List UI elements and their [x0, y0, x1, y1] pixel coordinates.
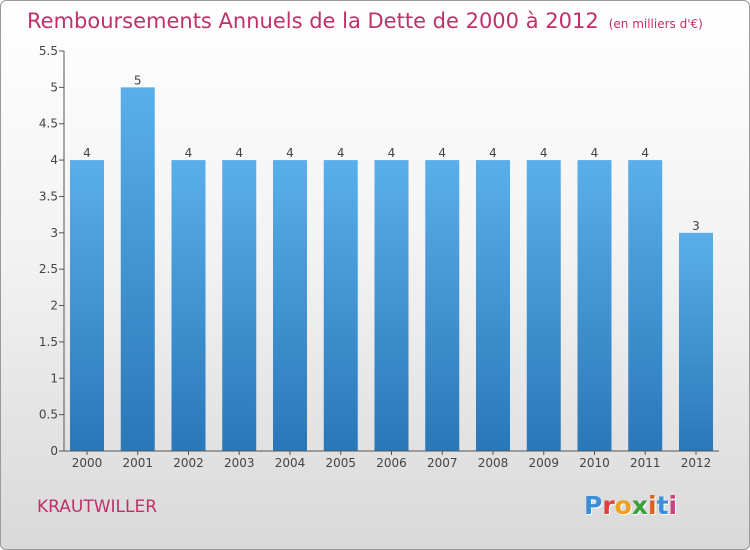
y-tick-label: 4 [50, 153, 58, 167]
x-axis: 2000 2001 2002 2003 2004 2005 2006 2007 2008 2009… [64, 450, 719, 470]
x-tick-label: 2011 [630, 456, 661, 470]
x-tick-label: 2007 [427, 456, 458, 470]
data-label: 4 [489, 146, 497, 160]
y-tick-label: 1.5 [39, 335, 58, 349]
y-axis: 0 0.5 1 1.5 2 2.5 3 3.5 4 4.5 5 5.5 [39, 44, 65, 458]
y-tick-label: 5 [50, 80, 58, 94]
y-tick-label: 2 [50, 299, 58, 313]
bar-2005 [323, 160, 358, 451]
bars: 4 5 4 4 4 4 4 4 4 4 4 4 3 [70, 73, 713, 451]
y-tick-label: 1 [50, 371, 58, 385]
proxiti-logo[interactable]: Proxiti [584, 491, 677, 520]
logo-letter: i [648, 491, 657, 520]
x-tick-label: 2005 [325, 456, 356, 470]
bar-2003 [222, 160, 257, 451]
chart-title: Remboursements Annuels de la Dette de 20… [27, 9, 703, 33]
logo-letter: i [668, 491, 678, 520]
bar-2004 [273, 160, 307, 451]
x-tick-label: 2009 [528, 456, 559, 470]
data-label: 4 [337, 146, 345, 160]
unit-note: (en milliers d'€) [608, 17, 703, 31]
data-label: 4 [235, 146, 243, 160]
y-tick-label: 0 [50, 444, 58, 458]
y-tick-label: 3.5 [39, 189, 58, 203]
bar-2007 [425, 160, 460, 451]
logo-letter: P [584, 491, 603, 520]
data-label: 4 [540, 146, 548, 160]
y-tick-label: 3 [50, 226, 58, 240]
x-tick-label: 2000 [72, 456, 103, 470]
data-label: 4 [388, 146, 396, 160]
commune-name: KRAUTWILLER [37, 497, 158, 517]
data-label: 4 [438, 146, 446, 160]
bar-2012 [679, 232, 713, 451]
bar-2006 [374, 160, 409, 451]
x-tick-label: 2004 [275, 456, 306, 470]
bar-2000 [70, 160, 104, 451]
y-tick-label: 5.5 [39, 44, 58, 58]
data-label: 3 [692, 219, 700, 233]
logo-letter: o [614, 491, 632, 520]
logo-letter: t [656, 491, 669, 520]
x-tick-label: 2008 [478, 456, 509, 470]
x-tick-label: 2003 [224, 456, 255, 470]
x-tick-label: 2002 [173, 456, 204, 470]
x-tick-label: 2010 [579, 456, 610, 470]
data-label: 4 [185, 146, 193, 160]
logo-letter: x [631, 491, 648, 520]
bar-2001 [120, 87, 155, 451]
bar-2008 [476, 160, 510, 451]
chart-title-text: Remboursements Annuels de la Dette de 20… [27, 9, 599, 33]
bar-2010 [577, 160, 612, 451]
logo-letter: r [602, 491, 615, 520]
x-tick-label: 2006 [376, 456, 407, 470]
x-tick-label: 2001 [122, 456, 153, 470]
data-label: 4 [641, 146, 649, 160]
y-tick-label: 0.5 [39, 408, 58, 422]
bar-2009 [526, 160, 561, 451]
y-tick-label: 2.5 [39, 262, 58, 276]
bar-2011 [628, 160, 663, 451]
data-label: 4 [591, 146, 599, 160]
data-label: 4 [286, 146, 294, 160]
bar-2002 [171, 160, 206, 451]
y-tick-label: 4.5 [39, 117, 58, 131]
data-label: 5 [134, 73, 142, 87]
x-tick-label: 2012 [681, 456, 712, 470]
data-label: 4 [83, 146, 91, 160]
